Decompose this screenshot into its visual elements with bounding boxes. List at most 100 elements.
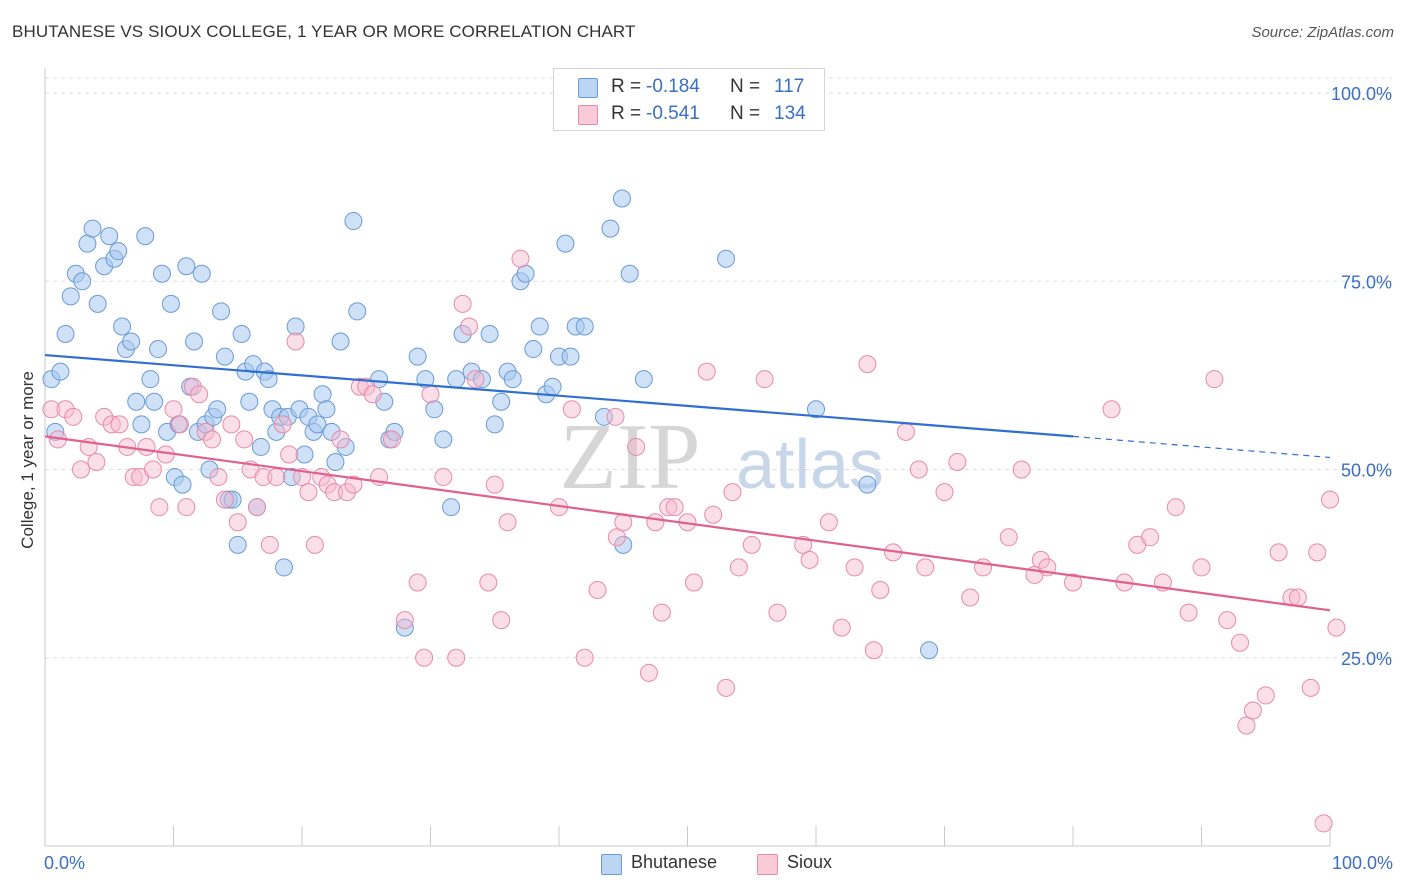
bhutanese-point	[612, 189, 631, 208]
bhutanese-point	[232, 325, 251, 343]
bhutanese-point	[634, 370, 653, 389]
bhutanese-point	[331, 332, 350, 351]
legend-label: Bhutanese	[631, 852, 718, 872]
sioux-point	[363, 385, 382, 404]
bhutanese-point	[530, 317, 549, 336]
sioux-point	[1192, 558, 1211, 577]
bhutanese-point	[132, 415, 151, 434]
bhutanese-point	[453, 325, 472, 343]
bhutanese-trend-extension	[1072, 435, 1331, 459]
sioux-point	[1205, 370, 1224, 389]
sioux-point	[1031, 550, 1050, 569]
sioux-point	[331, 430, 350, 449]
y-tick-label: 25.0%	[1341, 649, 1392, 669]
bhutanese-point	[620, 264, 639, 283]
bhutanese-point	[286, 317, 305, 336]
sioux-point	[299, 483, 318, 502]
sioux-point	[235, 430, 254, 449]
sioux-point	[124, 468, 143, 487]
bhutanese-point	[322, 422, 341, 441]
sioux-point	[248, 498, 267, 517]
sioux-point	[723, 483, 742, 502]
bhutanese-point	[308, 415, 327, 434]
bhutanese-point	[61, 287, 80, 306]
sioux-point	[479, 573, 498, 592]
bhutanese-point	[492, 392, 511, 411]
bhutanese-point	[543, 377, 562, 396]
bhutanese-point	[472, 370, 491, 389]
sioux-point	[498, 513, 517, 532]
sioux-point	[64, 407, 83, 426]
bhutanese-point	[920, 641, 939, 660]
sioux-point	[177, 498, 196, 517]
n-label: N =	[730, 76, 761, 97]
sioux-point	[42, 400, 61, 419]
sioux-point	[652, 603, 671, 622]
sioux-point	[1012, 460, 1031, 479]
sioux-point	[768, 603, 787, 622]
chart-title: BHUTANESE VS SIOUX COLLEGE, 1 YEAR OR MO…	[12, 22, 636, 41]
sioux-point	[607, 528, 626, 547]
sioux-point	[466, 370, 485, 389]
sioux-point	[215, 490, 234, 509]
sioux-point	[511, 249, 530, 268]
bhutanese-point	[228, 535, 247, 554]
watermark-zip: ZIP	[560, 405, 701, 509]
r-label: R =	[611, 103, 642, 124]
sioux-point	[318, 475, 337, 494]
sioux-point	[95, 407, 114, 426]
sioux-point	[1301, 678, 1320, 697]
sioux-point	[1166, 498, 1185, 517]
bhutanese-point	[136, 227, 155, 246]
sioux-point	[575, 648, 594, 667]
sioux-point	[717, 678, 736, 697]
bhutanese-point	[313, 385, 332, 404]
bhutanese-point	[385, 422, 404, 441]
watermark: ZIP atlas	[560, 405, 884, 509]
bhutanese-point	[326, 453, 345, 471]
bhutanese-point	[215, 347, 234, 366]
sioux-point	[1321, 490, 1339, 509]
bhutanese-point	[485, 415, 504, 434]
sioux-point	[665, 498, 684, 517]
source-note: Source: ZipAtlas.com	[1251, 24, 1394, 41]
sioux-point	[639, 663, 658, 682]
sioux-point	[337, 483, 356, 502]
bhutanese-point	[161, 294, 180, 313]
sioux-point	[170, 415, 189, 434]
r-value: -0.541	[646, 103, 700, 124]
bhutanese-point	[434, 430, 453, 449]
bhutanese-point	[575, 317, 594, 336]
bhutanese-swatch	[578, 78, 598, 98]
sioux-point	[286, 332, 305, 351]
sioux-point	[395, 611, 414, 630]
n-value: 117	[774, 76, 805, 97]
sioux-point	[434, 468, 453, 487]
sioux-point	[646, 513, 665, 532]
sioux-point	[864, 641, 883, 660]
bhutanese-point	[177, 257, 196, 276]
sioux-point	[228, 513, 247, 532]
bhutanese-point	[295, 445, 314, 464]
bhutanese-point	[240, 392, 259, 411]
sioux-point	[562, 400, 581, 419]
bhutanese-swatch	[601, 854, 622, 875]
sioux-point	[742, 535, 761, 554]
sioux-point	[1256, 686, 1275, 705]
tick-labels: 100.0% 75.0% 50.0% 25.0% 0.0% 100.0%	[44, 84, 1393, 873]
bhutanese-point	[127, 392, 146, 411]
bhutanese-point	[717, 249, 736, 268]
sioux-point	[71, 460, 90, 479]
bhutanese-point	[614, 535, 633, 554]
bhutanese-point	[113, 317, 132, 336]
sioux-point	[916, 558, 935, 577]
sioux-point	[659, 498, 678, 517]
bhutanese-point	[73, 272, 92, 291]
sioux-point	[729, 558, 748, 577]
bhutanese-point	[282, 468, 301, 487]
bhutanese-point	[152, 264, 171, 283]
sioux-point	[1327, 618, 1346, 637]
sioux-point	[858, 355, 877, 374]
sioux-point	[415, 648, 434, 667]
sioux-point	[460, 317, 479, 336]
